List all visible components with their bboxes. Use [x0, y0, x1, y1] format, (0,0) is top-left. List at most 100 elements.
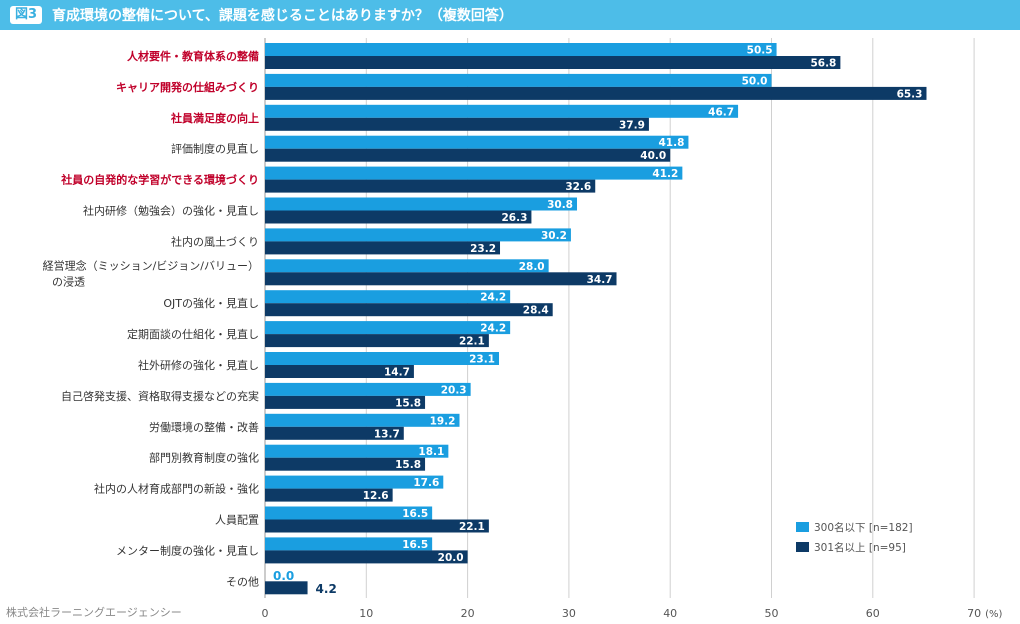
data-label: 23.1 [469, 354, 495, 366]
category-label: メンター制度の強化・見直し [116, 543, 259, 557]
data-label: 37.9 [619, 119, 645, 131]
bar [265, 148, 671, 162]
bar [265, 334, 489, 348]
category-label-line: の浸透 [52, 275, 85, 288]
data-label: 18.1 [418, 446, 444, 458]
data-label: 22.1 [459, 336, 485, 348]
legend-swatch [796, 522, 809, 532]
category-label: キャリア開発の仕組みづくり [116, 80, 259, 94]
category-label: OJTの強化・見直し [163, 296, 259, 310]
data-label: 34.7 [587, 274, 613, 286]
data-label: 15.8 [395, 397, 421, 409]
bar [265, 86, 927, 100]
bar [265, 488, 393, 502]
bar [265, 228, 571, 242]
data-label: 24.2 [480, 323, 506, 335]
data-label: 12.6 [363, 490, 389, 502]
x-axis-unit: (%) [985, 609, 1002, 620]
bar [265, 259, 549, 273]
data-label: 15.8 [395, 459, 421, 471]
category-label: 人員配置 [215, 514, 259, 527]
bar [265, 413, 460, 427]
category-label: 人材要件・教育体系の整備 [127, 49, 259, 63]
category-label-line: 経営理念（ミッション/ビジョン/バリュー） [43, 258, 259, 272]
bar [265, 457, 426, 471]
category-label: 労働環境の整備・改善 [149, 420, 259, 434]
category-label: 社内の風土づくり [171, 234, 259, 248]
bar [265, 365, 414, 378]
bar [265, 475, 444, 489]
x-tick-label: 40 [663, 607, 677, 620]
bar [265, 519, 489, 533]
legend-swatch [796, 542, 809, 552]
bar [265, 166, 683, 180]
data-label: 30.2 [541, 230, 567, 242]
data-label: 20.3 [441, 384, 467, 396]
figure-header: 図3 育成環境の整備について、課題を感じることはありますか？（複数回答） [0, 0, 1020, 30]
x-tick-label: 20 [461, 607, 475, 620]
legend-label: 300名以下 [n=182] [814, 521, 913, 534]
data-label: 41.2 [652, 168, 678, 180]
bar [265, 290, 511, 304]
x-tick-label: 30 [562, 607, 576, 620]
x-tick-label: 50 [765, 607, 779, 620]
bar [265, 135, 689, 149]
data-label: 24.2 [480, 292, 506, 304]
bar [265, 179, 596, 193]
bar [265, 382, 471, 396]
data-label: 32.6 [565, 181, 591, 193]
category-label: 自己啓発支援、資格取得支援などの充実 [61, 389, 259, 403]
category-label: 部門別教育制度の強化 [149, 451, 259, 465]
data-label: 22.1 [459, 521, 485, 533]
x-tick-label: 0 [262, 607, 269, 620]
data-label: 16.5 [402, 508, 428, 520]
data-label: 26.3 [501, 212, 527, 224]
bar [265, 426, 404, 440]
bar [265, 321, 511, 335]
data-label: 20.0 [438, 552, 464, 564]
data-label: 17.6 [413, 477, 439, 489]
data-label: 41.8 [659, 137, 685, 149]
bar [265, 352, 500, 365]
bar [265, 197, 578, 211]
x-tick-label: 70 [967, 607, 981, 620]
bar [265, 56, 841, 69]
bar [265, 550, 468, 564]
category-label: 経営理念（ミッション/ビジョン/バリュー） の浸透 [43, 258, 259, 288]
x-tick-label: 60 [866, 607, 880, 620]
data-label: 50.5 [747, 45, 773, 57]
bar [265, 73, 772, 87]
data-label: 65.3 [897, 88, 923, 100]
figure-label: 図3 [10, 6, 43, 24]
bar [265, 444, 449, 458]
data-label: 40.0 [640, 150, 666, 162]
category-label: 社外研修の強化・見直し [138, 358, 259, 372]
category-label: 定期面談の仕組化・見直し [127, 327, 259, 341]
bar [265, 395, 426, 409]
bar [265, 537, 433, 551]
source-credit: 株式会社ラーニングエージェンシー [6, 606, 182, 619]
data-label: 46.7 [708, 106, 734, 118]
category-label: 社員満足度の向上 [170, 111, 259, 125]
data-label: 56.8 [810, 58, 836, 70]
bar [265, 303, 553, 317]
bar [265, 241, 501, 255]
data-label: 28.4 [523, 305, 549, 317]
bar [265, 581, 308, 595]
data-label: 28.0 [519, 261, 545, 273]
data-label: 50.0 [742, 75, 768, 87]
data-label: 13.7 [374, 428, 400, 440]
bar [265, 43, 777, 56]
legend-label: 301名以上 [n=95] [814, 541, 906, 554]
bar [265, 117, 649, 131]
bar [265, 272, 617, 286]
data-label: 14.7 [384, 367, 410, 379]
data-label: 16.5 [402, 539, 428, 551]
category-label: 社内の人材育成部門の新設・強化 [94, 482, 259, 496]
x-tick-label: 10 [359, 607, 373, 620]
bar [265, 210, 532, 224]
data-label: 4.2 [316, 582, 337, 596]
data-label: 19.2 [430, 415, 456, 427]
